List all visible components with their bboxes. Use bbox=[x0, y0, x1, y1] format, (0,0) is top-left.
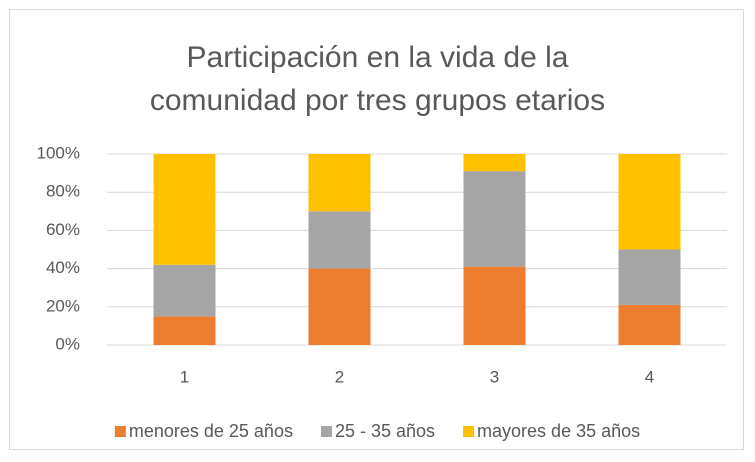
y-tick-label: 20% bbox=[46, 296, 80, 315]
y-tick-label: 100% bbox=[37, 143, 80, 162]
bar-segment bbox=[463, 171, 526, 267]
legend-swatch bbox=[463, 426, 475, 437]
bar-segment bbox=[618, 154, 681, 250]
y-tick-label: 0% bbox=[55, 334, 80, 353]
legend-label: 25 - 35 años bbox=[335, 421, 435, 441]
x-tick-label: 2 bbox=[335, 367, 344, 386]
bar-segment bbox=[153, 316, 216, 345]
bar-segment bbox=[463, 266, 526, 345]
bar-segment bbox=[618, 249, 681, 305]
chart-title: Participación en la vida de la comunidad… bbox=[149, 41, 606, 117]
x-tick-label: 4 bbox=[645, 367, 654, 386]
bar-segment bbox=[308, 211, 371, 269]
y-tick-label: 80% bbox=[46, 182, 80, 201]
bar-segment bbox=[618, 304, 681, 345]
bar-segment bbox=[308, 268, 371, 345]
x-tick-label: 3 bbox=[490, 367, 499, 386]
legend-label: mayores de 35 años bbox=[477, 421, 640, 441]
legend-swatch bbox=[114, 426, 126, 437]
legend-swatch bbox=[320, 426, 332, 437]
bar-segment bbox=[463, 154, 526, 172]
y-tick-label: 40% bbox=[46, 258, 80, 277]
legend-label: menores de 25 años bbox=[129, 421, 293, 441]
bar-segment bbox=[308, 154, 371, 212]
x-tick-label: 1 bbox=[180, 367, 189, 386]
y-tick-label: 60% bbox=[46, 220, 80, 239]
bar-segment bbox=[153, 154, 216, 265]
bar-segment bbox=[153, 264, 216, 317]
chart-frame bbox=[9, 9, 744, 450]
